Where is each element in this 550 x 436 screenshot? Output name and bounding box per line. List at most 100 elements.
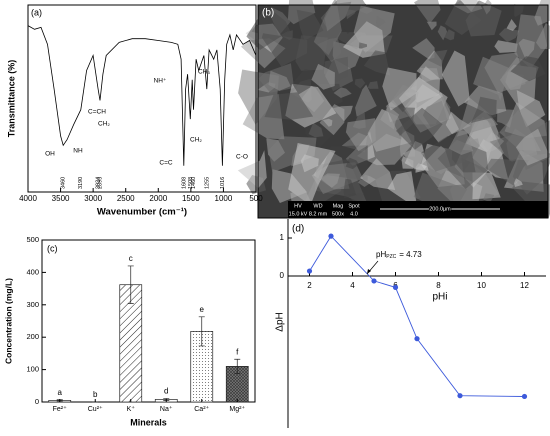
y-tick-label: 200: [26, 332, 39, 341]
error-bar: [198, 316, 205, 347]
x-tick-label: Ca²⁺: [194, 405, 209, 413]
texture: [494, 40, 518, 53]
data-point: [306, 268, 313, 274]
y-axis-label: Transmittance (%): [6, 60, 16, 138]
texture: [300, 85, 325, 113]
x-tick-label: 3500: [52, 194, 70, 203]
scale-bar-label: 200.0µm: [429, 206, 451, 212]
y-tick-label: 0: [280, 271, 285, 280]
error-bar: [234, 358, 241, 374]
error-bar: [127, 265, 134, 304]
texture: [264, 92, 314, 120]
group-label: a: [58, 388, 63, 397]
texture: [317, 37, 342, 63]
texture: [413, 172, 468, 208]
texture: [514, 4, 524, 17]
texture: [292, 69, 314, 95]
info-header: Spot: [348, 203, 360, 209]
data-point: [328, 233, 334, 239]
x-tick-label: 1000: [215, 194, 233, 203]
peak-label: 1016: [220, 177, 226, 189]
panel-label: (c): [47, 243, 58, 253]
texture: [354, 78, 366, 89]
y-tick-label: 300: [26, 300, 39, 309]
plot-frame: [41, 239, 256, 403]
x-tick-label: Fe²⁺: [53, 405, 68, 413]
x-tick-label: 4000: [19, 194, 37, 203]
texture: [261, 33, 308, 67]
texture: [343, 178, 357, 199]
texture: [280, 30, 293, 40]
texture: [246, 5, 291, 51]
peak-label: 3460: [61, 177, 67, 189]
peak-label: 1608: [181, 177, 187, 189]
texture: [514, 178, 523, 187]
texture: [448, 129, 474, 155]
texture: [483, 193, 495, 202]
texture: [403, 149, 424, 170]
annotation: pHPZC = 4.73: [376, 250, 422, 260]
annotation-sub: PZC: [386, 254, 396, 260]
x-tick-label: 3000: [84, 194, 102, 203]
texture: [319, 104, 345, 136]
x-tick-label: Na⁺: [160, 405, 173, 413]
texture: [268, 70, 291, 91]
y-tick-label: 500: [26, 235, 39, 244]
texture: [428, 49, 448, 67]
y-tick-label: 0: [35, 397, 39, 406]
sem-image: (b) HV 15.0 kV WD 8.2 mm Mag 500x Spot 4.0 200.0µ…: [237, 0, 550, 219]
texture: [444, 29, 455, 41]
x-tick-label: 4: [350, 281, 355, 290]
annotation: C-O: [236, 154, 248, 161]
texture: [345, 118, 376, 152]
texture: [498, 28, 520, 43]
texture: [518, 38, 535, 60]
annotation: CH₂: [98, 121, 110, 128]
peak-label: 1460: [191, 177, 197, 189]
data-point: [371, 278, 377, 284]
info-value: 8.2 mm: [309, 211, 328, 217]
x-tick-label: Mg²⁺: [229, 405, 245, 413]
x-axis-label: Minerals: [130, 417, 167, 427]
annotation: OH: [45, 151, 55, 158]
texture: [346, 9, 357, 20]
x-tick-label: 2500: [117, 194, 135, 203]
texture: [342, 20, 354, 34]
panel-label: (b): [262, 8, 274, 19]
texture: [320, 173, 340, 188]
texture: [288, 143, 336, 206]
peak-label: 3190: [78, 177, 84, 189]
texture: [237, 150, 267, 189]
texture: [437, 25, 448, 41]
texture: [472, 172, 501, 200]
texture: [485, 158, 530, 186]
x-tick-label: K⁺: [127, 405, 136, 413]
panel-label: (a): [31, 7, 42, 17]
texture: [534, 0, 550, 26]
y-axis-label: Concentration (mg/L): [3, 278, 13, 364]
x-axis-label: pHi: [432, 292, 447, 303]
texture: [311, 63, 335, 90]
data-point: [457, 393, 463, 399]
texture: [471, 96, 497, 123]
info-header: WD: [313, 203, 322, 209]
group-label: d: [164, 387, 168, 396]
texture: [441, 50, 470, 107]
y-tick-label: 400: [26, 267, 39, 276]
texture: [376, 15, 386, 28]
texture: [412, 38, 435, 59]
plot-frame: [27, 4, 257, 193]
texture: [360, 158, 396, 191]
texture: [380, 105, 400, 130]
texture: [497, 108, 515, 128]
texture: [355, 84, 377, 117]
peak-label: 2895: [97, 177, 103, 189]
texture: [444, 0, 482, 35]
info-value: 15.0 kV: [289, 211, 308, 217]
annotation: CH₃: [198, 69, 210, 76]
data-line: [309, 235, 525, 397]
data-line: [27, 25, 257, 166]
info-header: HV: [294, 203, 302, 209]
data-point: [414, 336, 420, 342]
